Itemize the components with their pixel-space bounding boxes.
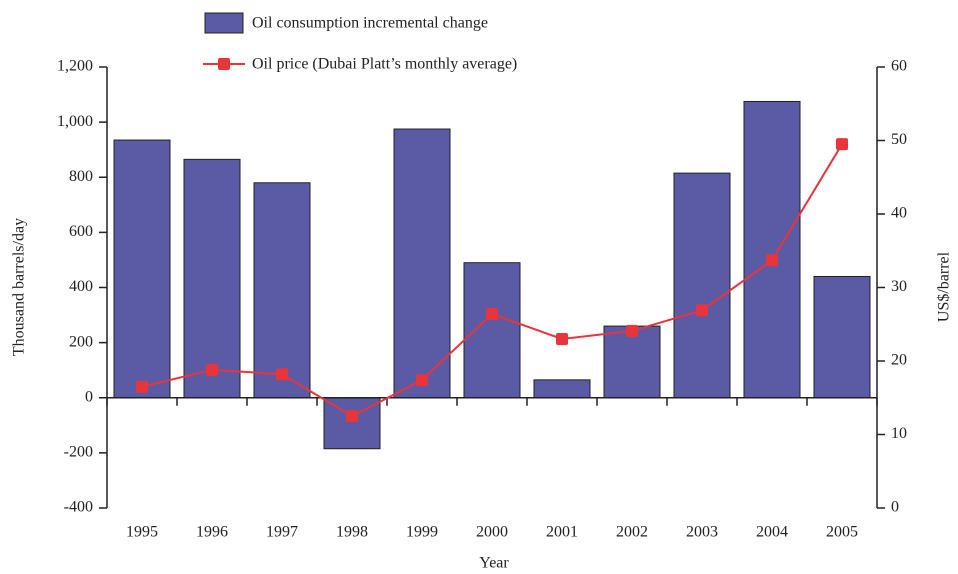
x-axis-title: Year (479, 555, 509, 572)
price-marker (766, 254, 778, 267)
y-tick-label: -200 (64, 444, 93, 461)
x-tick-label: 1995 (126, 524, 158, 541)
y-tick-label: 1,000 (57, 113, 93, 130)
bar (113, 139, 171, 399)
y2-tick-label: 30 (891, 278, 907, 295)
y2-tick-label: 20 (891, 352, 907, 369)
bar (743, 100, 801, 399)
bar (533, 379, 591, 399)
price-marker (416, 374, 428, 387)
x-tick-label: 2000 (476, 524, 508, 541)
y2-tick-label: 40 (891, 205, 907, 222)
y-tick-label: 600 (69, 223, 93, 240)
legend-label: Oil consumption incremental change (252, 15, 488, 32)
y2-tick-label: 0 (891, 499, 899, 516)
y2-tick-label: 10 (891, 425, 907, 442)
price-marker (556, 332, 568, 345)
price-marker (696, 304, 708, 317)
bar (253, 182, 311, 399)
legend-marker (218, 58, 230, 70)
price-marker (486, 307, 498, 320)
price-marker (346, 410, 358, 423)
bar (183, 158, 241, 399)
bar (393, 128, 451, 399)
y-tick-label: 0 (85, 388, 93, 405)
y2-axis-title: US$/barrel (936, 251, 953, 322)
price-marker (626, 324, 638, 337)
bar (463, 262, 521, 399)
y-tick-label: 1,200 (57, 58, 93, 75)
y-axis-title: Thousand barrels/day (11, 218, 28, 356)
bar (673, 172, 731, 399)
price-marker (836, 138, 848, 151)
x-tick-label: 2001 (546, 524, 578, 541)
y-tick-label: 200 (69, 333, 93, 350)
y2-tick-label: 60 (891, 58, 907, 75)
y2-tick-label: 50 (891, 131, 907, 148)
x-tick-label: 1999 (406, 524, 438, 541)
legend-label: Oil price (Dubai Platt’s monthly average… (252, 56, 517, 73)
y-tick-label: -400 (64, 499, 93, 516)
y-tick-label: 800 (69, 168, 93, 185)
bar (813, 275, 871, 399)
y-tick-label: 400 (69, 278, 93, 295)
x-tick-label: 1996 (196, 524, 228, 541)
legend-swatch (204, 12, 244, 34)
x-tick-label: 1998 (336, 524, 368, 541)
x-tick-label: 2002 (616, 524, 648, 541)
price-marker (276, 368, 288, 381)
x-tick-label: 2005 (826, 524, 858, 541)
x-tick-label: 2004 (756, 524, 788, 541)
price-marker (206, 363, 218, 376)
x-tick-label: 2003 (686, 524, 718, 541)
x-tick-label: 1997 (266, 524, 298, 541)
price-marker (136, 380, 148, 393)
